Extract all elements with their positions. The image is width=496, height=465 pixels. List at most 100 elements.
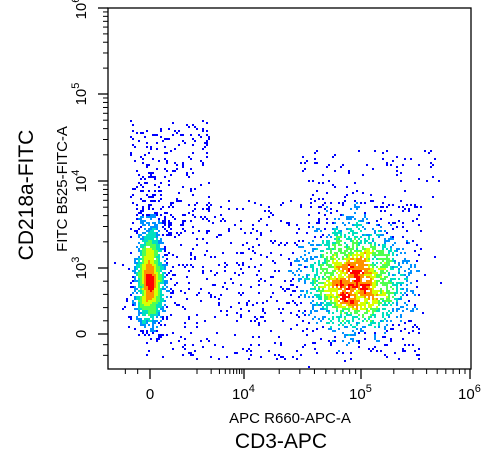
event-dot xyxy=(208,136,210,138)
event-dot xyxy=(394,260,396,262)
event-dot xyxy=(388,296,390,298)
event-dot xyxy=(134,298,136,300)
event-dot xyxy=(150,244,152,246)
event-dot xyxy=(268,350,270,352)
event-dot xyxy=(368,288,370,290)
event-dot xyxy=(356,190,358,192)
event-dot xyxy=(240,228,242,230)
event-dot xyxy=(370,308,372,310)
event-dot xyxy=(184,230,186,232)
event-dot xyxy=(332,290,334,292)
event-dot xyxy=(188,126,190,128)
event-dot xyxy=(336,286,338,288)
event-dot xyxy=(214,296,216,298)
event-dot xyxy=(148,320,150,322)
event-dot xyxy=(358,346,360,348)
event-dot xyxy=(318,278,320,280)
event-dot xyxy=(168,272,170,274)
event-dot xyxy=(164,250,166,252)
event-dot xyxy=(156,214,158,216)
event-dot xyxy=(356,224,358,226)
event-dot xyxy=(328,294,330,296)
event-dot xyxy=(170,224,172,226)
event-dot xyxy=(366,284,368,286)
event-dot xyxy=(344,326,346,328)
event-dot xyxy=(156,308,158,310)
event-dot xyxy=(386,254,388,256)
event-dot xyxy=(160,264,162,266)
event-dot xyxy=(398,308,400,310)
event-dot xyxy=(296,260,298,262)
event-dot xyxy=(320,290,322,292)
event-dot xyxy=(342,298,344,300)
event-dot xyxy=(146,330,148,332)
event-dot xyxy=(334,154,336,156)
event-dot xyxy=(348,236,350,238)
event-dot xyxy=(386,266,388,268)
event-dot xyxy=(352,266,354,268)
event-dot xyxy=(382,266,384,268)
event-dot xyxy=(398,270,400,272)
event-dot xyxy=(286,222,288,224)
event-dot xyxy=(392,266,394,268)
event-dot xyxy=(334,186,336,188)
event-dot xyxy=(354,250,356,252)
event-dot xyxy=(352,290,354,292)
event-dot xyxy=(328,296,330,298)
event-dot xyxy=(384,264,386,266)
event-dot xyxy=(362,272,364,274)
event-dot xyxy=(398,358,400,360)
event-dot xyxy=(332,284,334,286)
event-dot xyxy=(226,356,228,358)
event-dot xyxy=(144,310,146,312)
event-dot xyxy=(334,302,336,304)
event-dot xyxy=(172,122,174,124)
event-dot xyxy=(322,288,324,290)
event-dot xyxy=(146,166,148,168)
event-dot xyxy=(154,270,156,272)
event-dot xyxy=(136,204,138,206)
event-dot xyxy=(372,288,374,290)
event-dot xyxy=(352,280,354,282)
event-dot xyxy=(398,278,400,280)
event-dot xyxy=(326,264,328,266)
event-dot xyxy=(348,300,350,302)
event-dot xyxy=(312,282,314,284)
event-dot xyxy=(418,348,420,350)
event-dot xyxy=(210,294,212,296)
event-dot xyxy=(402,206,404,208)
event-dot xyxy=(146,296,148,298)
event-dot xyxy=(130,120,132,122)
event-dot xyxy=(200,136,202,138)
event-dot xyxy=(152,314,154,316)
event-dot xyxy=(318,298,320,300)
event-dot xyxy=(358,280,360,282)
event-dot xyxy=(390,248,392,250)
event-dot xyxy=(402,274,404,276)
event-dot xyxy=(170,278,172,280)
event-dot xyxy=(180,244,182,246)
event-dot xyxy=(158,266,160,268)
event-dot xyxy=(130,286,132,288)
event-dot xyxy=(138,174,140,176)
event-dot xyxy=(378,230,380,232)
event-dot xyxy=(414,294,416,296)
event-dot xyxy=(148,280,150,282)
event-dot xyxy=(156,226,158,228)
event-dot xyxy=(180,232,182,234)
event-dot xyxy=(392,244,394,246)
event-dot xyxy=(416,218,418,220)
event-dot xyxy=(358,264,360,266)
event-dot xyxy=(364,228,366,230)
event-dot xyxy=(138,278,140,280)
event-dot xyxy=(336,306,338,308)
event-dot xyxy=(164,268,166,270)
event-dot xyxy=(152,326,154,328)
event-dot xyxy=(144,258,146,260)
event-dot xyxy=(340,310,342,312)
event-dot xyxy=(334,238,336,240)
event-dot xyxy=(142,208,144,210)
event-dot xyxy=(366,234,368,236)
event-dot xyxy=(356,306,358,308)
event-dot xyxy=(150,230,152,232)
